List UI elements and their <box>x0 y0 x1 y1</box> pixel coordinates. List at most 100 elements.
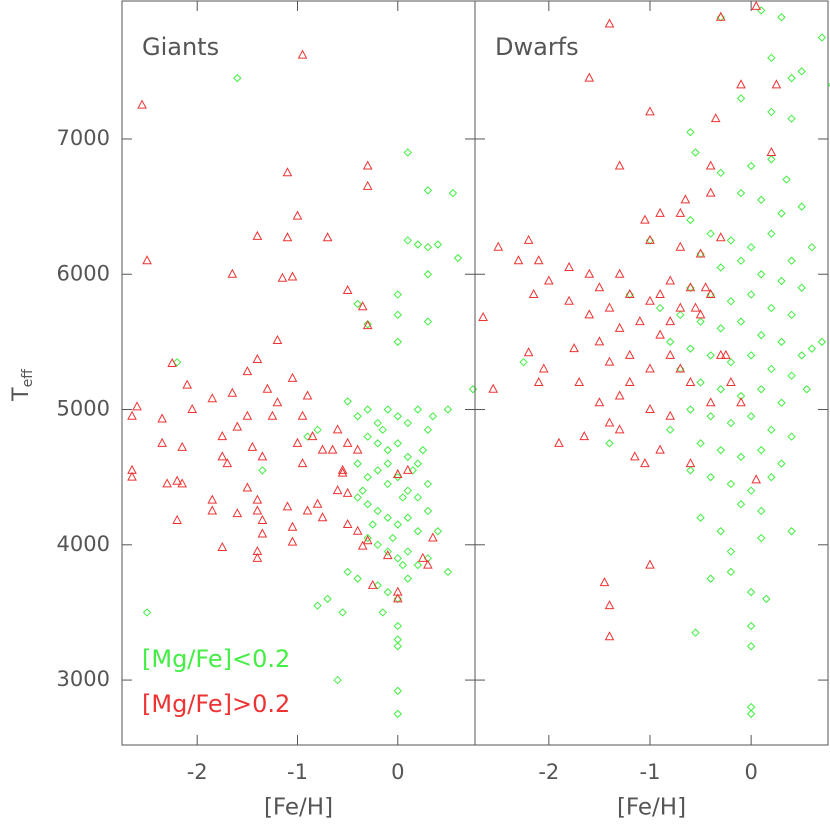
diamond-point <box>767 425 776 435</box>
triangle-point <box>715 11 726 21</box>
diamond-point <box>333 675 342 685</box>
diamond-point <box>423 242 433 252</box>
triangle-point <box>332 424 343 434</box>
triangle-point <box>297 410 308 420</box>
diamond-point <box>746 242 756 252</box>
triangle-point <box>282 501 293 511</box>
diamond-point <box>726 547 736 556</box>
diamond-point <box>736 188 746 198</box>
diamond-point <box>383 459 392 468</box>
diamond-point <box>373 466 382 475</box>
diamond-point <box>736 452 746 462</box>
triangle-point <box>645 559 655 569</box>
diamond-point <box>716 263 725 272</box>
diamond-point <box>383 547 392 556</box>
diamond-point <box>757 385 766 394</box>
triangle-point <box>705 160 716 170</box>
diamond-point <box>423 317 433 326</box>
diamond-point <box>757 270 766 279</box>
triangle-point <box>182 379 193 389</box>
diamond-point <box>767 472 776 482</box>
diamond-point <box>378 608 387 617</box>
diamond-point <box>767 303 776 313</box>
diamond-point <box>403 236 413 245</box>
diamond-point <box>757 506 766 516</box>
diamond-point <box>706 229 715 238</box>
diamond-point <box>398 560 408 570</box>
triangle-point <box>640 214 650 224</box>
y-axis-label-sub: eff <box>20 369 36 388</box>
triangle-point <box>227 268 238 278</box>
diamond-point <box>746 486 756 495</box>
diamond-point <box>762 594 771 604</box>
diamond-point <box>706 412 715 421</box>
triangle-point <box>162 478 172 488</box>
triangle-point <box>645 106 655 116</box>
diamond-point <box>777 209 786 218</box>
triangle-point <box>751 474 762 484</box>
triangle-point <box>342 487 353 497</box>
diamond-point <box>353 574 362 583</box>
diamond-point <box>746 351 756 360</box>
diamond-point <box>746 290 756 299</box>
panel-title: Dwarfs <box>495 33 579 61</box>
triangle-point <box>418 552 428 562</box>
triangle-point <box>428 532 438 542</box>
diamond-point <box>716 445 725 455</box>
triangle-point <box>157 413 167 423</box>
diamond-point <box>716 168 725 178</box>
panel-title: Giants <box>142 33 219 61</box>
diamond-point <box>363 405 372 414</box>
diamond-point <box>777 459 786 468</box>
triangle-point <box>317 444 328 454</box>
diamond-point <box>373 418 382 428</box>
triangle-point <box>247 441 258 451</box>
diamond-point <box>767 364 776 374</box>
triangle-point <box>242 482 253 492</box>
diamond-point <box>393 310 402 320</box>
triangle-point <box>695 309 706 319</box>
diamond-point <box>817 33 827 42</box>
diamond-point <box>757 445 766 455</box>
triangle-point <box>302 505 313 515</box>
diamond-point <box>686 466 695 475</box>
diamond-point <box>686 405 695 414</box>
triangle-point <box>127 410 137 420</box>
diamond-point <box>338 608 347 617</box>
triangle-point <box>282 232 293 242</box>
triangle-point <box>594 336 605 346</box>
diamond-point <box>398 493 408 502</box>
triangle-point <box>352 525 363 535</box>
diamond-point <box>393 337 402 347</box>
triangle-point <box>604 302 615 312</box>
diamond-point <box>797 202 806 211</box>
triangle-point <box>332 485 343 495</box>
diamond-point <box>413 527 423 536</box>
diamond-point <box>383 405 392 414</box>
diamond-point <box>383 587 392 597</box>
triangle-point <box>751 0 762 10</box>
triangle-point <box>317 512 328 522</box>
triangle-point <box>157 437 167 447</box>
triangle-point <box>614 322 625 332</box>
triangle-point <box>252 353 263 363</box>
triangle-point <box>493 241 504 251</box>
diamond-point <box>172 357 182 367</box>
triangle-point <box>402 464 413 474</box>
diamond-point <box>353 459 362 468</box>
triangle-point <box>262 383 273 393</box>
diamond-point <box>393 635 402 644</box>
diamond-point <box>423 479 433 489</box>
triangle-point <box>322 232 333 242</box>
triangle-point <box>624 349 635 359</box>
diamond-point <box>807 344 817 353</box>
diamond-point <box>787 256 796 265</box>
triangle-point <box>665 275 676 285</box>
diamond-point <box>423 506 433 516</box>
triangle-point <box>523 234 534 244</box>
triangle-point <box>302 390 313 400</box>
diamond-point <box>393 439 402 448</box>
diamond-point <box>423 186 433 195</box>
diamond-point <box>777 276 786 286</box>
